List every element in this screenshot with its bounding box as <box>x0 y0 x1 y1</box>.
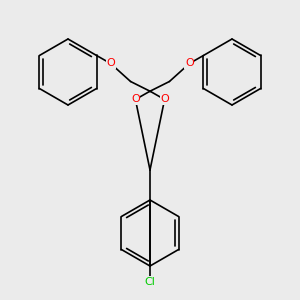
Text: O: O <box>131 94 140 104</box>
Text: O: O <box>106 58 115 68</box>
Text: O: O <box>185 58 194 68</box>
Text: Cl: Cl <box>145 277 155 287</box>
Text: O: O <box>160 94 169 104</box>
